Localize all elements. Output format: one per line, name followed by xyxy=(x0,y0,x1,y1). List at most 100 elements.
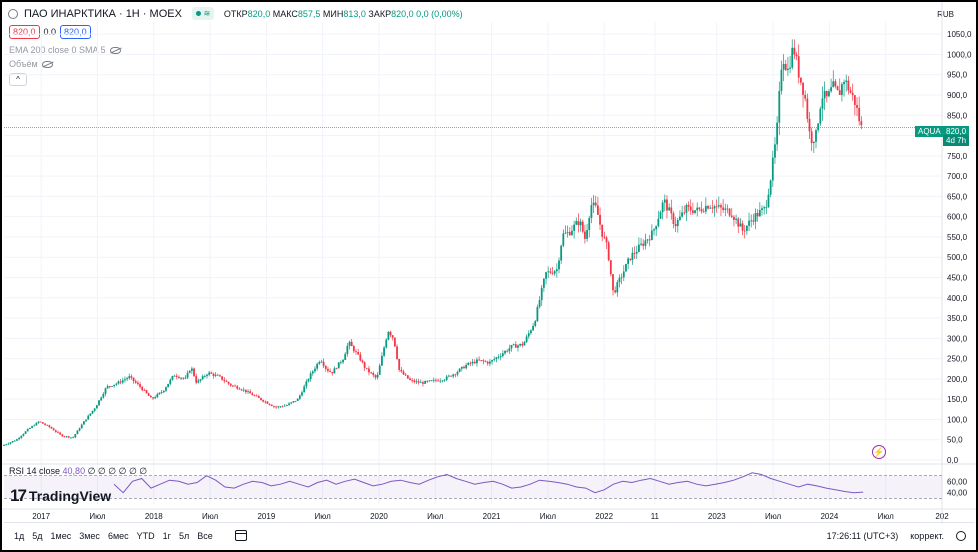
ohlc-value: 0,0 (0,00%) xyxy=(416,8,463,19)
candle-up xyxy=(681,212,683,217)
rsi-label[interactable]: RSI 14 close xyxy=(9,466,61,476)
y-tick-label: 200,0 xyxy=(947,375,968,384)
candle-up xyxy=(713,206,716,209)
eye-hidden-icon[interactable] xyxy=(41,60,53,68)
timeframe-1d[interactable]: 1д xyxy=(14,530,25,541)
candle-up xyxy=(162,390,165,393)
buy-button[interactable]: 820,0 xyxy=(60,25,91,39)
candle-down xyxy=(568,232,571,235)
candle-down xyxy=(266,401,269,404)
timeframe-6m[interactable]: 6мес xyxy=(107,530,129,541)
candle-up xyxy=(5,444,8,446)
candle-up xyxy=(555,269,558,272)
collapse-legend-button[interactable]: ^ xyxy=(9,73,27,86)
candle-up xyxy=(7,443,10,445)
candle-down xyxy=(838,90,841,95)
candle-down xyxy=(666,199,668,211)
candle-down xyxy=(715,206,718,208)
candle-down xyxy=(130,376,133,378)
candle-up xyxy=(640,243,642,245)
lightning-icon[interactable]: ⚡ xyxy=(872,445,886,459)
candle-up xyxy=(439,380,442,382)
timeframe-ytd[interactable]: YTD xyxy=(136,530,155,541)
candle-down xyxy=(322,361,325,366)
candle-down xyxy=(743,230,746,232)
candle-up xyxy=(817,123,820,131)
candle-up xyxy=(542,278,545,288)
candle-down xyxy=(612,274,614,291)
candle-up xyxy=(456,371,459,375)
candle-up xyxy=(294,400,297,402)
timeframe-1m[interactable]: 1мес xyxy=(50,530,72,541)
candle-up xyxy=(279,406,282,408)
candle-down xyxy=(851,92,854,96)
x-tick-label: 2021 xyxy=(483,512,501,521)
rsi-legend: RSI 14 close 40,80 ∅ ∅ ∅ ∅ ∅ ∅ xyxy=(9,466,147,477)
tradingview-logo[interactable]: 17 TradingView xyxy=(10,486,111,506)
candle-up xyxy=(657,218,660,227)
candle-down xyxy=(406,375,409,379)
candle-up xyxy=(173,375,176,377)
timeframe-1y[interactable]: 1г xyxy=(162,530,171,541)
candle-up xyxy=(20,435,23,438)
candle-down xyxy=(370,372,373,374)
symbol-title[interactable]: ПАО ИНАРКТИКА · 1Н · MOEX xyxy=(24,7,182,20)
candle-down xyxy=(368,368,370,373)
candle-up xyxy=(171,376,174,380)
timeframe-all[interactable]: Все xyxy=(197,530,213,541)
candle-down xyxy=(221,376,224,380)
candle-up xyxy=(98,400,100,406)
y-tick-label: 0,0 xyxy=(947,456,959,465)
candle-down xyxy=(804,94,807,99)
candle-down xyxy=(629,258,632,260)
rsi-extra-values: ∅ ∅ ∅ ∅ ∅ ∅ xyxy=(87,466,148,476)
ema-indicator-label: EMA 200 close 0 SMA 5 xyxy=(9,45,106,55)
candle-down xyxy=(454,374,457,376)
candle-down xyxy=(232,385,234,387)
candle-up xyxy=(499,356,502,357)
candle-up xyxy=(536,306,539,322)
candle-down xyxy=(463,366,465,369)
y-tick-label: 950,0 xyxy=(947,71,968,80)
adjust-toggle[interactable]: коррект. xyxy=(910,530,944,541)
candle-up xyxy=(70,437,72,439)
candle-up xyxy=(467,362,470,365)
candle-down xyxy=(229,383,232,386)
candle-up xyxy=(452,374,455,377)
candle-up xyxy=(635,251,638,254)
candle-down xyxy=(41,422,44,424)
sell-button[interactable]: 820,0 xyxy=(9,25,40,39)
clock-timezone[interactable]: 17:26:11 (UTC+3) xyxy=(826,530,899,541)
candle-up xyxy=(128,376,131,379)
currency-label[interactable]: RUB xyxy=(937,10,954,19)
eye-hidden-icon[interactable] xyxy=(109,46,121,54)
candle-up xyxy=(765,207,768,208)
candle-down xyxy=(262,399,265,402)
candle-up xyxy=(523,341,526,346)
candle-down xyxy=(599,214,601,225)
candle-up xyxy=(650,230,653,240)
candle-down xyxy=(469,362,472,364)
candle-down xyxy=(39,421,42,423)
candle-up xyxy=(37,421,40,423)
calendar-icon[interactable] xyxy=(234,530,247,541)
market-status-badge[interactable]: ≋ xyxy=(191,7,214,20)
gear-icon[interactable] xyxy=(956,530,966,541)
candle-up xyxy=(91,410,94,414)
candle-down xyxy=(795,54,798,57)
symbol-icon[interactable] xyxy=(8,8,18,19)
candle-up xyxy=(85,419,87,422)
timeframe-3m[interactable]: 3мес xyxy=(79,530,100,541)
candle-up xyxy=(24,431,27,434)
candle-up xyxy=(160,392,163,393)
candle-down xyxy=(594,202,597,206)
rsi-value: 40,80 xyxy=(62,466,86,476)
ema-indicator-row[interactable]: EMA 200 close 0 SMA 5 xyxy=(9,45,121,55)
volume-indicator-row[interactable]: Объём xyxy=(9,59,53,69)
tradingview-wordmark: TradingView xyxy=(28,488,112,504)
timeframe-5d[interactable]: 5д xyxy=(32,530,43,541)
timeframe-5y[interactable]: 5л xyxy=(178,530,190,541)
candle-down xyxy=(825,90,828,97)
candle-up xyxy=(158,392,161,395)
